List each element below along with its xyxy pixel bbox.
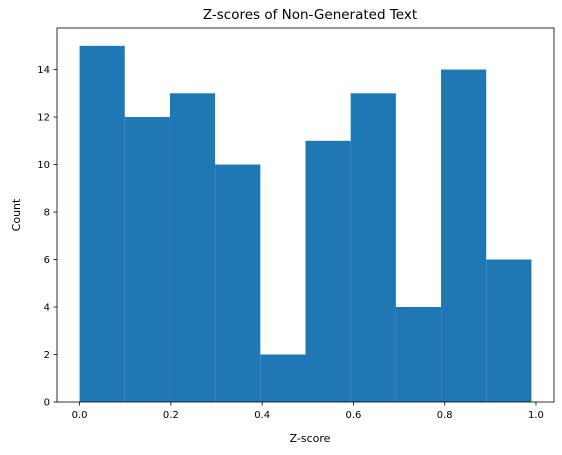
histogram-bar-3 <box>170 93 215 402</box>
x-tick-label-3: 0.4 <box>254 410 270 421</box>
histogram-bar-2 <box>125 117 170 402</box>
histogram-bar-10 <box>486 260 531 402</box>
y-tick-label-8: 14 <box>37 65 50 76</box>
y-tick-label-5: 8 <box>44 208 50 219</box>
y-tick-label-1: 0 <box>44 398 50 409</box>
y-tick-label-7: 12 <box>37 113 50 124</box>
y-tick-label-6: 10 <box>37 160 50 171</box>
x-tick-label-2: 0.2 <box>163 410 179 421</box>
x-axis-title: Z-score <box>290 432 331 445</box>
x-tick-label-1: 0.0 <box>72 410 88 421</box>
histogram-bar-7 <box>351 93 396 402</box>
chart-title: Z-scores of Non-Generated Text <box>203 7 417 23</box>
histogram-bar-4 <box>215 165 260 402</box>
y-tick-label-3: 4 <box>44 303 50 314</box>
y-axis-title: Count <box>10 198 23 231</box>
histogram-bar-6 <box>306 141 351 402</box>
x-tick-label-5: 0.8 <box>437 410 453 421</box>
histogram-bar-8 <box>396 307 441 402</box>
y-tick-label-2: 2 <box>44 350 50 361</box>
histogram-bar-9 <box>441 70 486 402</box>
histogram-bar-1 <box>80 46 125 402</box>
y-tick-label-4: 6 <box>44 255 50 266</box>
x-tick-label-6: 1.0 <box>528 410 544 421</box>
x-tick-label-4: 0.6 <box>345 410 361 421</box>
histogram-bar-5 <box>260 355 305 402</box>
